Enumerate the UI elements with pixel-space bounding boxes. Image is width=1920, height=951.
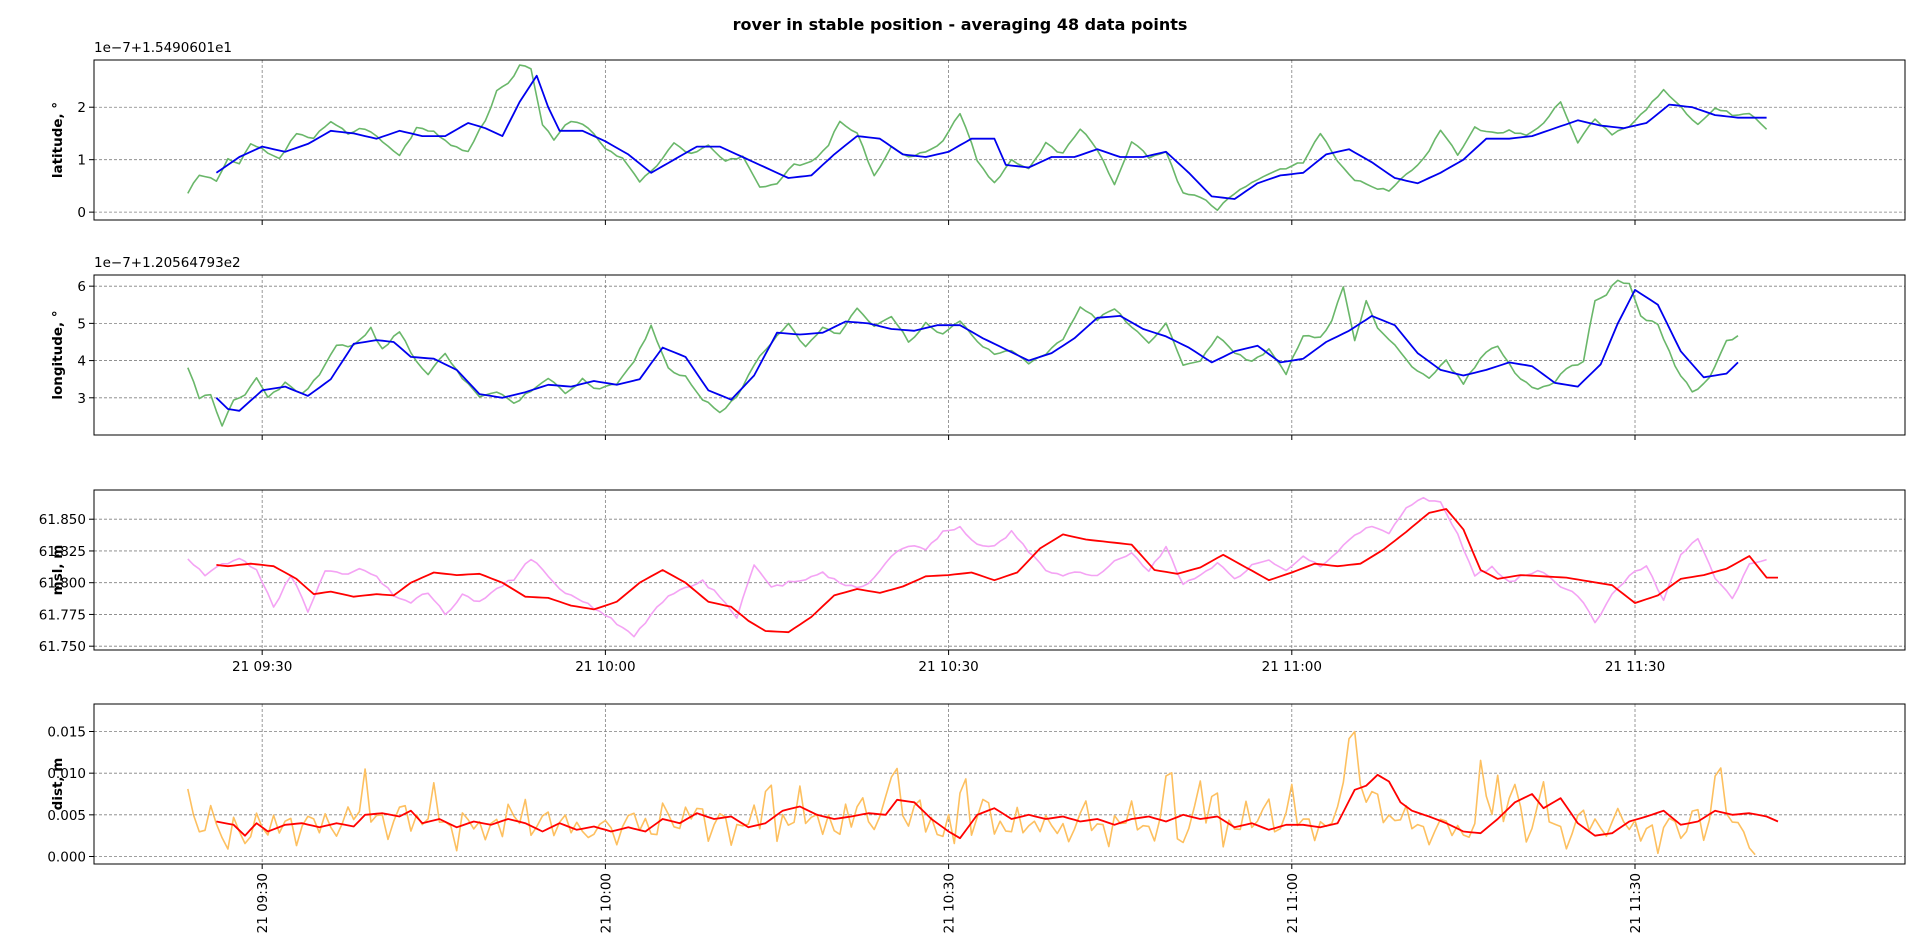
- x-tick-labels: 21 09:30 21 09:30 21 10:00 21 10:00 21 10:30…: [232, 659, 1665, 933]
- average-series-line: [216, 773, 1779, 840]
- y-axis-label: longitude, °: [50, 310, 66, 399]
- raw-series-line: [187, 730, 1756, 856]
- y-tick-label: 0.010: [47, 766, 86, 782]
- y-tick-label: 5: [77, 316, 86, 332]
- panels: 0 1 2 latitude, ° 1e−7+1.5490601e1 3 4 5 6 longit…: [39, 40, 1906, 869]
- panel-3: 61.750 61.775 61.800 61.825 61.850 msl, m: [39, 489, 1906, 655]
- y-tick-label: 3: [77, 391, 86, 407]
- y-axis-label: msl, m: [50, 545, 66, 596]
- y-tick-label: 61.750: [39, 639, 86, 655]
- y-axis-label: latitude, °: [50, 102, 66, 178]
- axes-frame: [93, 489, 1906, 651]
- raw-series-line: [187, 64, 1768, 212]
- x-tick-label-rotated: 21 11:30: [1628, 873, 1644, 933]
- x-tick-label-rotated: 21 10:00: [598, 873, 614, 933]
- y-tick-label: 0: [77, 205, 86, 221]
- axes-frame: [93, 59, 1906, 221]
- average-series-line: [215, 74, 1767, 200]
- y-tick-label: 2: [77, 100, 86, 116]
- x-tick-label: 21 11:00: [1262, 659, 1322, 675]
- y-tick-label: 61.775: [39, 607, 86, 623]
- panel-4: 0.000 0.005 0.010 0.015 dist, m: [47, 703, 1906, 869]
- y-tick-label: 4: [77, 354, 86, 370]
- average-series-line: [215, 289, 1739, 412]
- offset-label: 1e−7+1.5490601e1: [94, 40, 232, 56]
- panel-2: 3 4 5 6 longitude, ° 1e−7+1.20564793e2: [50, 255, 1906, 440]
- y-tick-label: 0.000: [47, 850, 86, 866]
- y-tick-label: 6: [77, 279, 86, 295]
- y-tick-label: 61.800: [39, 576, 86, 592]
- y-axis-label: dist, m: [50, 758, 66, 811]
- raw-series-line: [187, 279, 1739, 427]
- average-series-line: [216, 508, 1778, 634]
- x-tick-label-rotated: 21 11:00: [1285, 873, 1301, 933]
- chart-title: rover in stable position - averaging 48 …: [733, 15, 1188, 34]
- x-tick-label: 21 10:00: [575, 659, 635, 675]
- axes-frame: [93, 703, 1906, 865]
- x-tick-label: 21 11:30: [1605, 659, 1665, 675]
- x-tick-label: 21 10:30: [918, 659, 978, 675]
- offset-label: 1e−7+1.20564793e2: [94, 255, 241, 271]
- y-tick-label: 0.005: [47, 808, 86, 824]
- x-tick-label: 21 09:30: [232, 659, 292, 675]
- y-tick-label: 0.015: [47, 725, 86, 741]
- x-tick-label-rotated: 21 10:30: [942, 873, 958, 933]
- y-tick-label: 61.850: [39, 512, 86, 528]
- panel-1: 0 1 2 latitude, ° 1e−7+1.5490601e1: [50, 40, 1906, 225]
- x-tick-label-rotated: 21 09:30: [255, 873, 271, 933]
- y-tick-label: 61.825: [39, 544, 86, 560]
- y-tick-label: 1: [77, 153, 86, 169]
- axes-frame: [93, 274, 1906, 436]
